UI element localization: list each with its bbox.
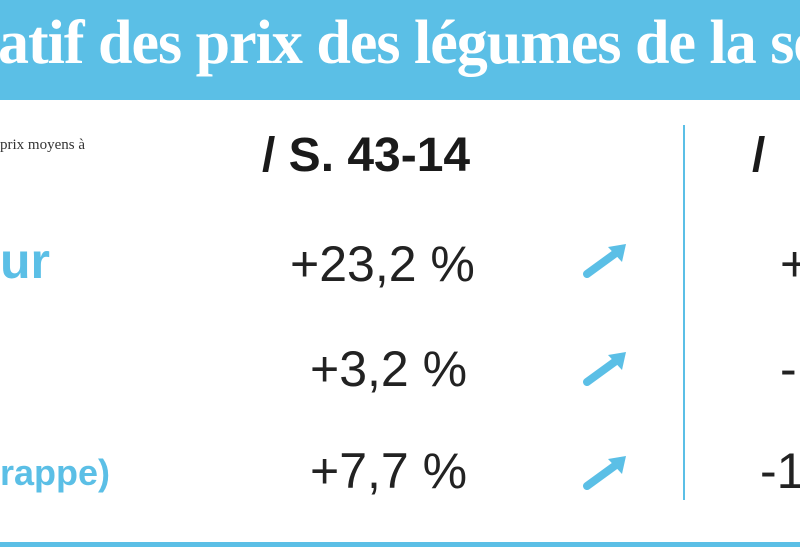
row-change: +3,2 % [310,341,468,397]
row-change-second: + [780,236,800,292]
row-change: +7,7 % [310,443,468,499]
row-label: rappe) [0,452,111,493]
row-change: +23,2 % [290,236,475,292]
arrow-up-right-icon [583,456,626,490]
title-banner: atif des prix des légumes de la ser [0,0,800,100]
row-label: ur [0,233,50,289]
arrow-up-right-icon [583,352,626,386]
column-header-week: / S. 43-14 [262,129,471,182]
page-title: atif des prix des légumes de la ser [0,9,800,77]
subheading-note: prix moyens à [0,137,85,153]
row-change-second: -1 [760,443,800,499]
arrow-up-right-icon [583,244,626,278]
bottom-rule [0,542,800,547]
row-change-second: - [780,341,797,397]
column-header-second: / [752,129,766,182]
column-divider [683,125,685,500]
